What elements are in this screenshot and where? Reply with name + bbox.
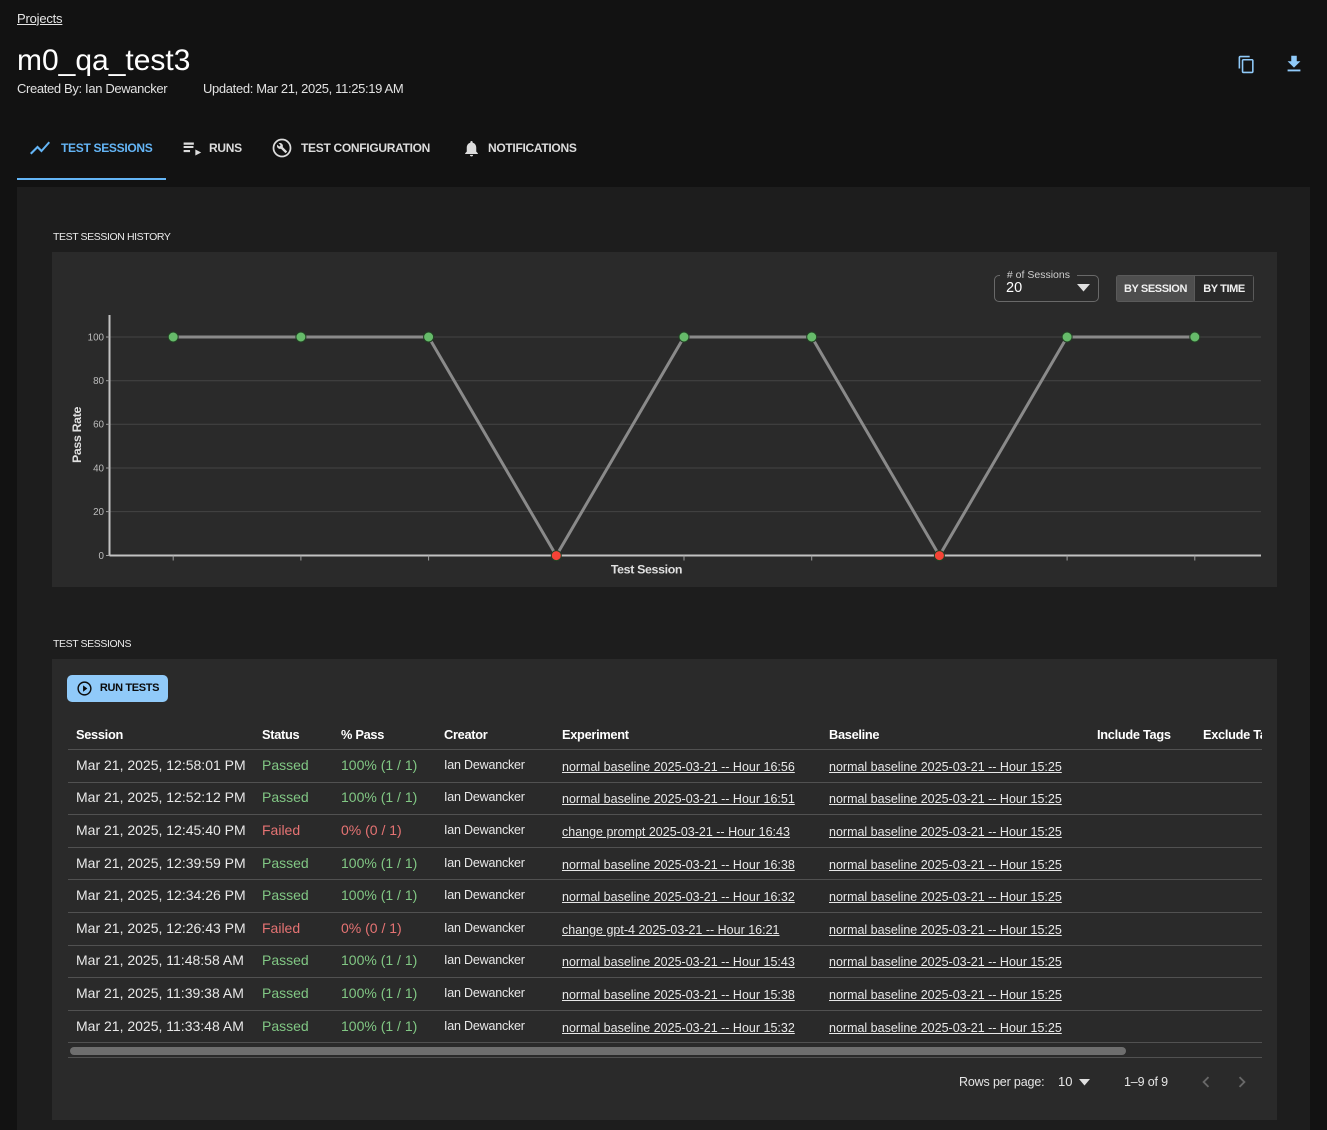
svg-text:20: 20 [93,507,104,518]
svg-text:100: 100 [88,332,105,343]
svg-text:Pass Rate: Pass Rate [70,407,84,464]
svg-text:Test Session: Test Session [611,563,682,577]
svg-text:0: 0 [99,551,105,562]
svg-text:40: 40 [93,463,104,474]
svg-text:60: 60 [93,420,104,431]
svg-text:80: 80 [93,376,104,387]
